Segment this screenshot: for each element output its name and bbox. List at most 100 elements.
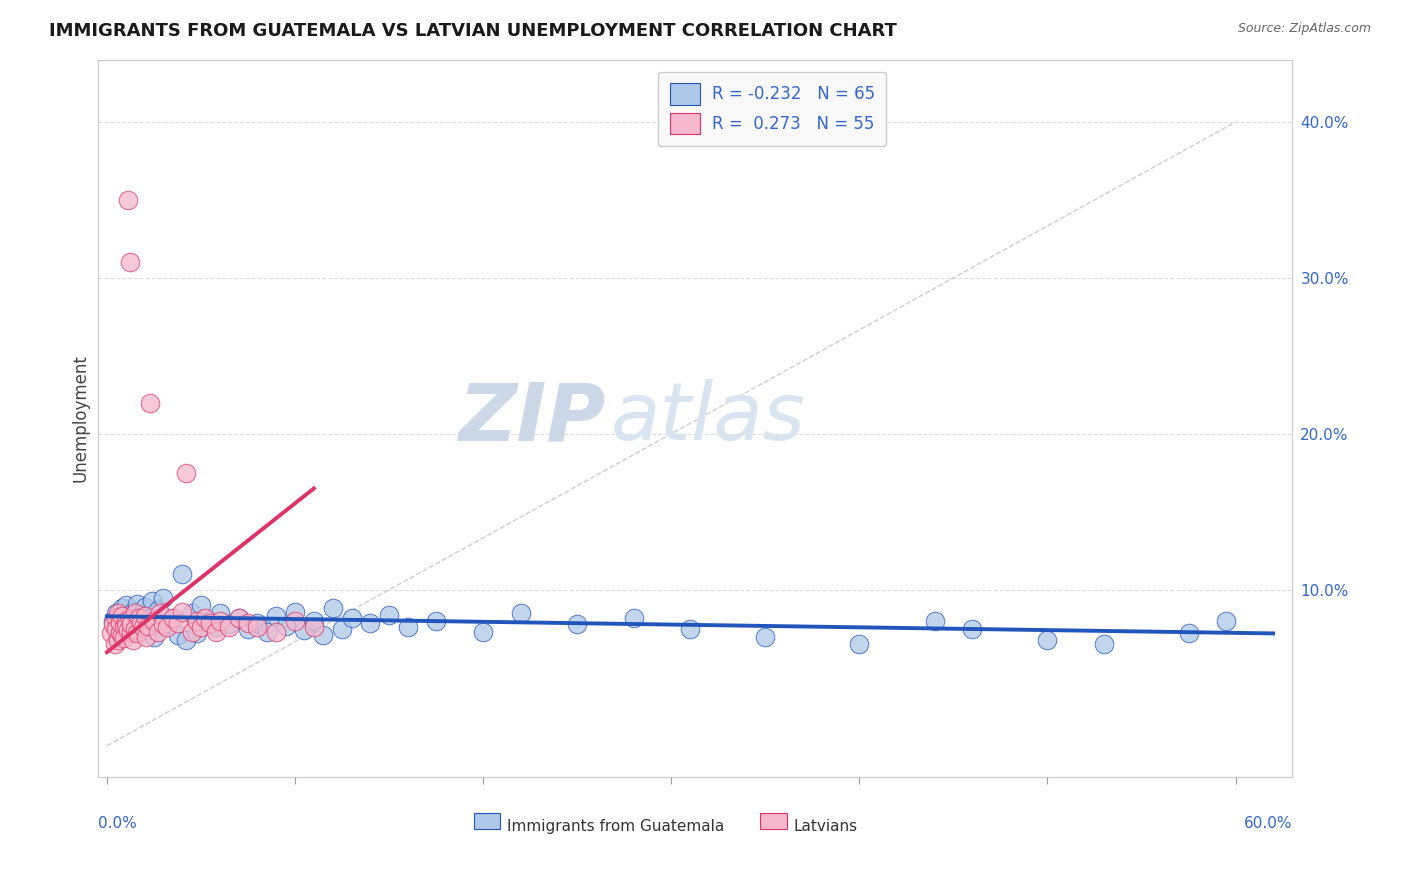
Point (294, 624, 316, 638)
Point (340, 611, 363, 625)
Point (124, 622, 146, 636)
Point (107, 611, 129, 625)
Point (228, 611, 250, 625)
Point (100, 626, 122, 640)
Point (108, 617, 131, 632)
Point (124, 624, 146, 639)
Point (256, 624, 278, 639)
Text: IMMIGRANTS FROM GUATEMALA VS LATVIAN UNEMPLOYMENT CORRELATION CHART: IMMIGRANTS FROM GUATEMALA VS LATVIAN UNE… (49, 22, 897, 40)
Point (302, 620, 325, 634)
Point (117, 193, 139, 207)
Point (101, 614, 124, 628)
Point (120, 617, 142, 632)
Point (162, 611, 184, 625)
Point (236, 622, 259, 636)
Point (924, 614, 946, 628)
Point (200, 614, 222, 628)
Point (124, 606, 146, 620)
Point (117, 622, 139, 636)
Point (122, 632, 145, 647)
Point (120, 624, 142, 639)
Point (1036, 632, 1059, 647)
FancyBboxPatch shape (761, 813, 787, 829)
Point (138, 612, 160, 626)
Point (172, 605, 194, 619)
Point (114, 618, 136, 632)
Point (174, 632, 197, 647)
Point (264, 624, 287, 639)
Point (112, 626, 135, 640)
Point (149, 606, 172, 620)
Point (359, 615, 381, 630)
Point (135, 624, 157, 638)
Point (623, 611, 645, 625)
Point (167, 615, 190, 630)
Point (135, 630, 157, 644)
Point (264, 609, 287, 624)
Point (330, 622, 353, 636)
Point (180, 606, 202, 620)
Point (105, 622, 128, 636)
Point (112, 620, 135, 634)
Text: 60.0%: 60.0% (1243, 816, 1292, 831)
Point (246, 615, 269, 630)
Point (1092, 637, 1115, 651)
Point (848, 637, 870, 651)
Point (103, 637, 125, 651)
Point (186, 626, 208, 640)
Point (312, 628, 335, 642)
Point (205, 620, 228, 634)
Text: 0.0%: 0.0% (97, 816, 136, 831)
Point (111, 628, 134, 642)
Point (378, 607, 401, 622)
Point (129, 615, 152, 630)
Point (186, 614, 208, 628)
Point (472, 624, 495, 639)
Point (1177, 626, 1199, 640)
Point (143, 614, 166, 628)
Point (132, 620, 155, 634)
Point (105, 611, 128, 625)
Point (302, 614, 325, 628)
Point (139, 395, 162, 409)
Point (205, 624, 228, 639)
Point (125, 597, 148, 611)
Point (129, 607, 152, 622)
Point (236, 615, 259, 630)
Point (284, 605, 307, 619)
Text: Source: ZipAtlas.com: Source: ZipAtlas.com (1237, 22, 1371, 36)
Point (162, 611, 184, 625)
Point (274, 618, 297, 632)
Text: ZIP: ZIP (458, 379, 605, 458)
Point (152, 591, 174, 605)
Point (567, 617, 589, 632)
Point (128, 611, 150, 625)
Point (141, 593, 163, 607)
Point (218, 620, 240, 634)
Point (108, 615, 131, 630)
Point (118, 255, 141, 269)
Point (107, 632, 129, 647)
Point (132, 620, 155, 634)
Point (284, 614, 307, 628)
Point (396, 620, 419, 634)
Point (134, 599, 156, 614)
Point (228, 611, 250, 625)
Point (190, 620, 212, 634)
Text: Latvians: Latvians (794, 819, 858, 834)
Point (156, 617, 179, 632)
Legend: R = -0.232   N = 65, R =  0.273   N = 55: R = -0.232 N = 65, R = 0.273 N = 55 (658, 71, 886, 146)
Point (208, 606, 231, 620)
Point (117, 624, 139, 638)
Point (146, 624, 169, 639)
Point (509, 606, 531, 620)
Point (118, 612, 141, 626)
Point (114, 614, 136, 628)
Point (134, 609, 156, 624)
Point (679, 622, 702, 636)
Point (125, 626, 148, 640)
Point (208, 614, 231, 628)
Point (108, 624, 131, 639)
Point (143, 630, 166, 644)
Point (1215, 614, 1237, 628)
